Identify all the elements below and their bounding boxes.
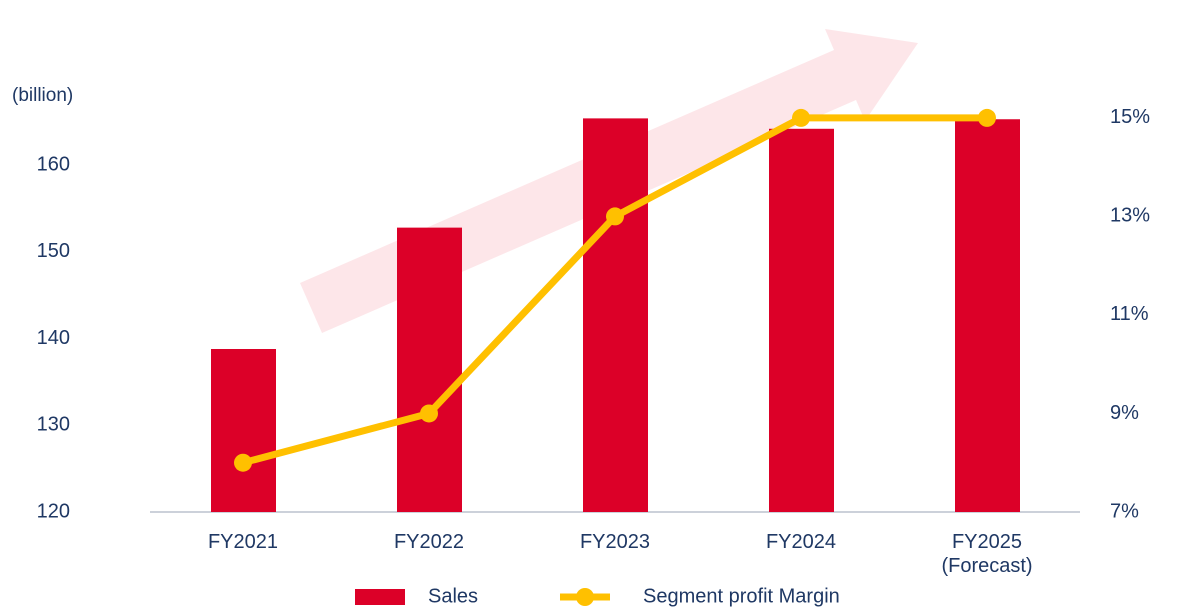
bar [769, 128, 834, 512]
y2-tick-label: 11% [1110, 303, 1149, 325]
y2-tick-label: 15% [1110, 106, 1150, 128]
y-tick-label: 140 [37, 327, 70, 349]
y-tick-label: 130 [37, 414, 70, 436]
y2-tick-label: 13% [1110, 205, 1150, 227]
line-marker [606, 207, 624, 226]
x-tick-label: FY2021 [207, 531, 279, 553]
legend-label: Sales [428, 585, 478, 607]
line-marker [234, 453, 252, 472]
x-tick-label: FY2025 (Forecast) [941, 531, 1033, 577]
legend-swatch [355, 589, 405, 605]
bar [397, 227, 462, 512]
bar [211, 349, 276, 512]
legend-swatch-marker [576, 588, 594, 606]
bar [955, 119, 1020, 513]
x-tick-label: FY2024 [765, 531, 837, 553]
y-tick-label: 150 [37, 240, 70, 262]
y2-tick-label: 7% [1110, 500, 1139, 522]
x-tick-label: FY2023 [579, 531, 651, 553]
y-tick-label: 120 [37, 500, 70, 522]
line-marker [792, 108, 810, 127]
bar [583, 118, 648, 513]
y-axis-label: (billion) [12, 85, 73, 106]
y-tick-label: 160 [37, 153, 70, 175]
line-marker [420, 404, 438, 423]
line-marker [978, 108, 996, 127]
legend-label: Segment profit Margin [643, 585, 840, 607]
x-tick-label: FY2022 [393, 531, 465, 553]
y2-tick-label: 9% [1110, 402, 1139, 424]
